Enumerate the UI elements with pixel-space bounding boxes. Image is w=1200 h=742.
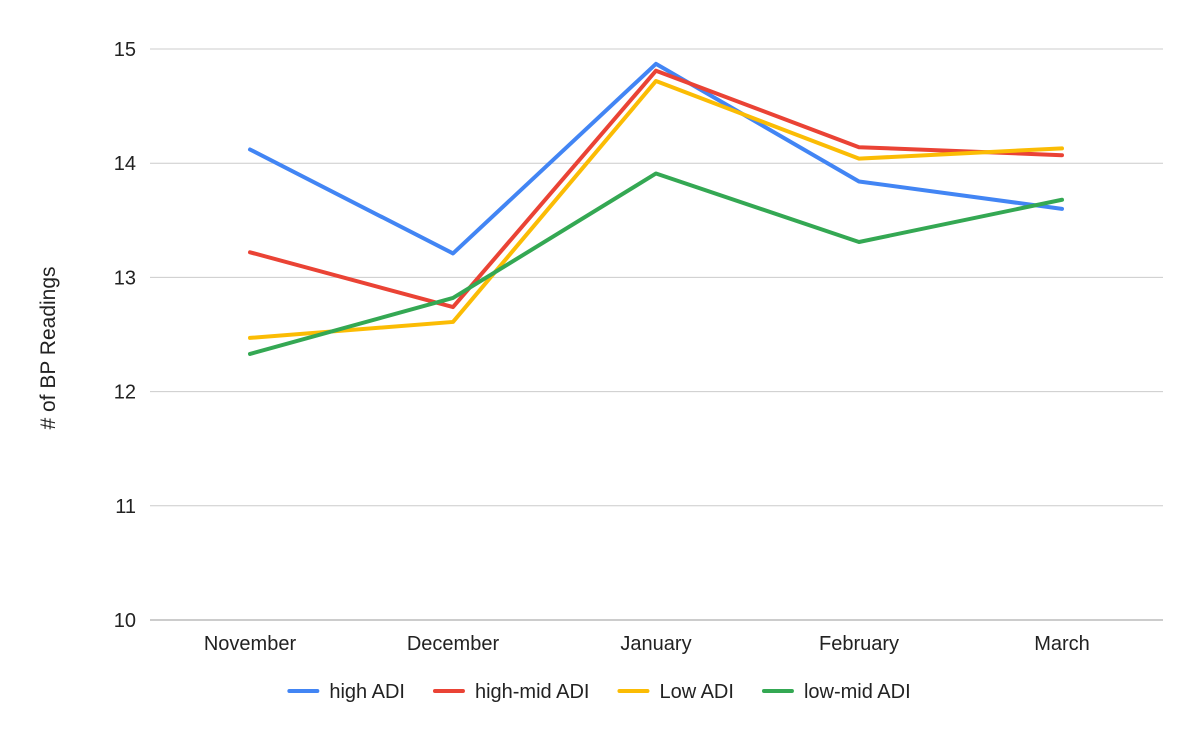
y-tick-label: 11: [115, 496, 136, 518]
y-axis-title: # of BP Readings: [37, 266, 60, 429]
gridlines: [150, 48, 1163, 621]
legend-item: high-mid ADI: [432, 681, 590, 703]
x-tick-label: March: [1034, 633, 1090, 655]
series-line-high-mid-adi: [248, 68, 1064, 310]
series-lines: [248, 61, 1064, 356]
x-tick-label: January: [620, 633, 691, 655]
x-tick-label: February: [819, 633, 899, 655]
series-line-high-adi: [248, 61, 1064, 256]
x-tick-label: December: [407, 633, 500, 655]
legend-label: high ADI: [329, 681, 405, 703]
y-tick-label: 12: [114, 382, 136, 404]
legend-item: low-mid ADI: [761, 681, 911, 703]
legend-label: Low ADI: [659, 681, 733, 703]
y-tick-label: 14: [114, 153, 136, 175]
legend: high ADI high-mid ADI Low ADI low-mid ADI: [287, 681, 911, 703]
series-line-low-adi: [248, 78, 1064, 340]
y-tick-label: 13: [114, 267, 136, 289]
legend-item: high ADI: [287, 681, 405, 703]
series-line-low-mid-adi: [248, 171, 1064, 356]
y-tick-label: 15: [114, 39, 136, 61]
y-tick-label: 10: [114, 610, 136, 632]
legend-label: low-mid ADI: [804, 681, 911, 703]
x-tick-label: November: [204, 633, 297, 655]
y-axis-ticks: 10 11 12 13 14 15: [114, 39, 136, 632]
legend-item: Low ADI: [617, 681, 734, 703]
legend-label: high-mid ADI: [475, 681, 590, 703]
x-axis-ticks: November December January February March: [204, 633, 1090, 655]
